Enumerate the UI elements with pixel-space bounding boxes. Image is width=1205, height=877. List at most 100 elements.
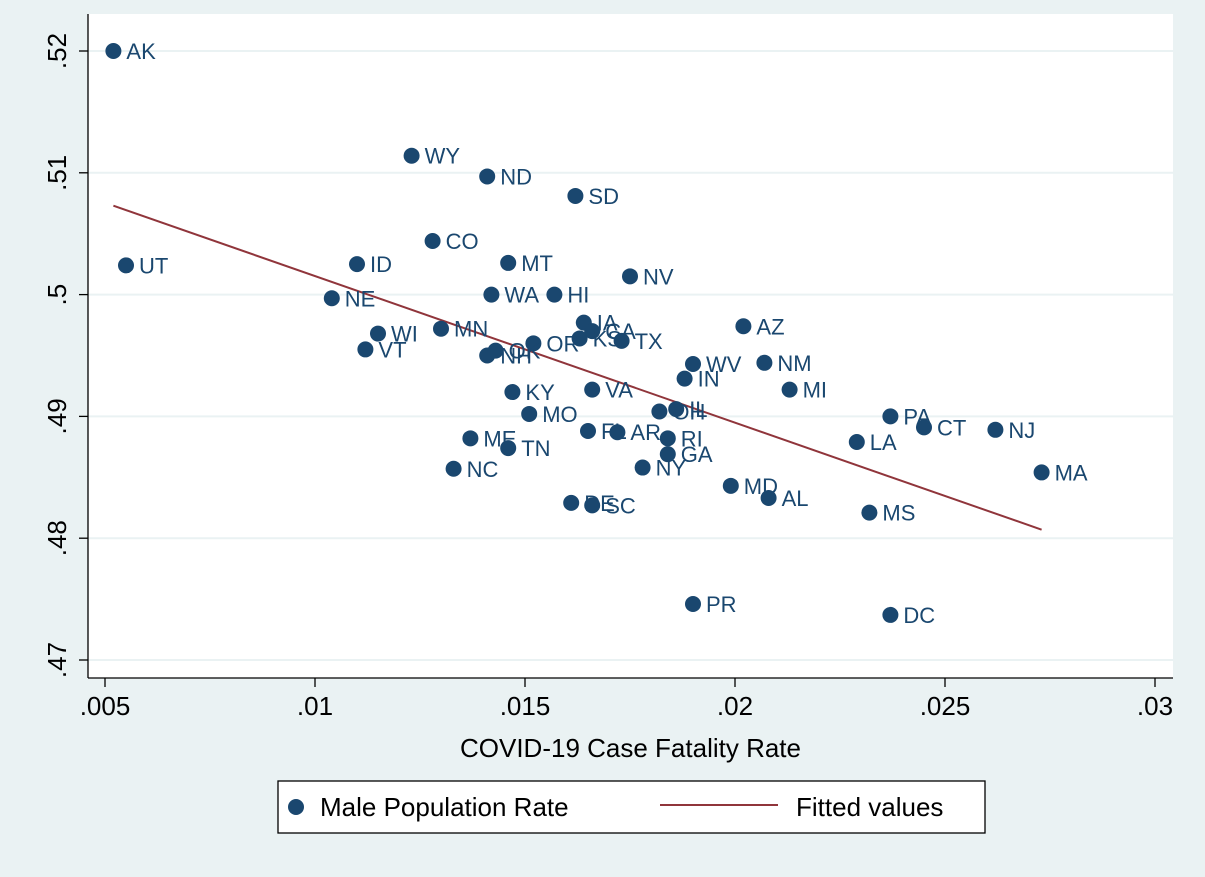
- y-tick-label-0: .47: [42, 642, 72, 678]
- x-tick-label-1: .01: [297, 691, 333, 721]
- point-ga: GA: [659, 442, 713, 467]
- point-nv: NV: [622, 264, 674, 289]
- point-label-tx: TX: [635, 329, 663, 354]
- point-wi: WI: [370, 322, 418, 347]
- point-label-vt: VT: [378, 337, 406, 362]
- point-wv: WV: [685, 352, 742, 377]
- point-marker-ky: [504, 384, 521, 401]
- point-marker-mn: [433, 320, 449, 337]
- point-label-nd: ND: [500, 164, 532, 189]
- point-marker-in: [676, 370, 693, 387]
- point-label-mi: MI: [803, 378, 827, 403]
- point-marker-ut: [118, 257, 134, 274]
- axes: [87, 14, 1173, 679]
- point-label-mn: MN: [454, 317, 488, 342]
- point-marker-hi: [546, 286, 563, 303]
- point-mi: MI: [781, 378, 827, 403]
- legend-box: [277, 780, 986, 834]
- point-label-ar: AR: [630, 420, 661, 445]
- point-label-wa: WA: [504, 283, 539, 308]
- point-label-co: CO: [446, 229, 479, 254]
- point-marker-ak: [105, 43, 122, 59]
- point-la: LA: [848, 430, 897, 455]
- y-tick-label-3: .5: [42, 284, 72, 306]
- point-label-nc: NC: [467, 457, 499, 482]
- point-label-wi: WI: [391, 322, 418, 347]
- x-tick-label-2: .015: [500, 691, 551, 721]
- point-va: VA: [584, 378, 633, 403]
- legend-label-fitted-values: Fitted values: [796, 792, 943, 822]
- point-label-va: VA: [605, 378, 633, 403]
- point-marker-co: [424, 233, 441, 250]
- point-marker-dc: [882, 606, 899, 623]
- point-marker-sd: [567, 187, 584, 204]
- point-marker-ma: [1033, 464, 1050, 481]
- point-marker-ne: [323, 290, 340, 307]
- point-nc: NC: [445, 457, 499, 482]
- point-label-ga: GA: [681, 442, 713, 467]
- point-marker-nd: [479, 168, 496, 185]
- point-ri: RI: [659, 426, 703, 451]
- legend: Male Population Rate Fitted values: [277, 780, 986, 834]
- point-label-la: LA: [870, 430, 897, 455]
- point-marker-md: [722, 477, 739, 494]
- point-in: IN: [676, 367, 720, 392]
- point-label-dc: DC: [903, 603, 935, 628]
- x-axis-title: COVID-19 Case Fatality Rate: [460, 733, 801, 763]
- y-tick-label-2: .49: [42, 398, 72, 434]
- point-marker-ct: [916, 419, 932, 436]
- point-marker-mt: [500, 254, 517, 271]
- point-marker-pr: [685, 595, 701, 612]
- point-marker-vt: [357, 341, 374, 358]
- point-marker-ms: [861, 504, 878, 521]
- point-ct: CT: [916, 415, 966, 440]
- y-axis-ticks: .47 .48 .49 .5 .51 .52: [42, 33, 88, 678]
- point-marker-az: [735, 318, 752, 335]
- point-tx: TX: [613, 329, 663, 354]
- point-wy: WY: [403, 144, 461, 169]
- point-marker-va: [584, 381, 601, 398]
- y-tick-label-4: .51: [42, 155, 72, 191]
- fitted-line-layer: [113, 204, 1042, 531]
- point-label-sd: SD: [588, 184, 619, 209]
- point-ny: NY: [634, 456, 686, 481]
- point-marker-or: [525, 335, 542, 352]
- x-tick-label-4: .025: [920, 691, 971, 721]
- fitted-values-line: [113, 204, 1042, 531]
- point-marker-nh: [479, 347, 496, 364]
- point-marker-wi: [370, 325, 386, 342]
- point-label-id: ID: [370, 252, 392, 277]
- point-label-wy: WY: [425, 144, 461, 169]
- point-marker-de: [563, 494, 580, 511]
- point-label-ri: RI: [681, 426, 703, 451]
- point-dc: DC: [882, 603, 935, 628]
- point-marker-oh: [651, 403, 668, 420]
- point-marker-al: [760, 490, 777, 507]
- point-ky: KY: [504, 380, 555, 405]
- plot-area: [88, 14, 1173, 678]
- y-tick-label-5: .52: [42, 33, 72, 69]
- point-hi: HI: [546, 283, 589, 308]
- point-marker-nm: [756, 354, 773, 371]
- point-id: ID: [349, 252, 392, 277]
- point-sd: SD: [567, 184, 619, 209]
- point-pr: PR: [685, 592, 737, 617]
- point-mo: MO: [521, 402, 578, 427]
- point-sc: SC: [584, 493, 636, 518]
- point-ar: AR: [609, 420, 661, 445]
- point-ms: MS: [861, 501, 915, 526]
- point-label-ia: IA: [597, 311, 618, 336]
- point-label-ak: AK: [126, 39, 156, 64]
- point-ut: UT: [118, 253, 168, 278]
- point-label-al: AL: [782, 486, 809, 511]
- point-nm: NM: [756, 351, 812, 376]
- point-marker-mi: [781, 381, 798, 398]
- point-marker-fl: [580, 423, 596, 440]
- point-label-ky: KY: [525, 380, 555, 405]
- gridlines: [88, 50, 1173, 661]
- point-il: IL: [668, 397, 708, 422]
- point-az: AZ: [735, 314, 785, 339]
- point-wa: WA: [483, 283, 539, 308]
- point-label-in: IN: [698, 367, 720, 392]
